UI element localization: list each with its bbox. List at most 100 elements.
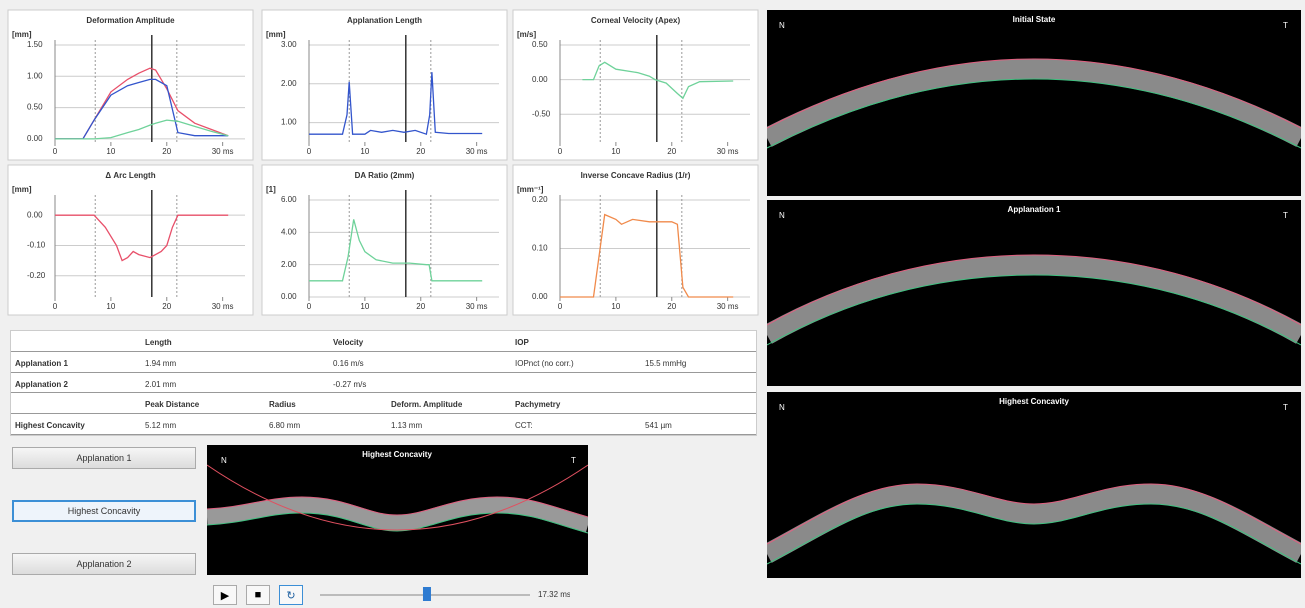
- row-line: [11, 351, 756, 352]
- table-cell: 2.01 mm: [145, 380, 176, 389]
- y-tick-label: 0.10: [532, 244, 548, 253]
- y-tick-label: 0.00: [27, 134, 43, 143]
- scan-panel: Highest Concavity N T: [767, 392, 1301, 578]
- table-cell: Deform. Amplitude: [391, 400, 462, 409]
- table-cell: CCT:: [515, 421, 533, 430]
- label: N: [779, 21, 785, 30]
- chart-title: Corneal Velocity (Apex): [591, 16, 681, 25]
- table-cell: IOP: [515, 338, 529, 347]
- button[interactable]: Applanation 2: [12, 553, 196, 575]
- chart-title: DA Ratio (2mm): [355, 171, 415, 180]
- table-cell: 541 µm: [645, 421, 672, 430]
- y-tick-label: 1.00: [281, 118, 297, 127]
- axis-unit: [mm]: [12, 30, 32, 39]
- table-cell: Applanation 1: [15, 359, 68, 368]
- y-tick-label: 4.00: [281, 227, 297, 236]
- y-tick-label: 2.00: [281, 79, 297, 88]
- table-cell: Applanation 2: [15, 380, 68, 389]
- chart-panel: [513, 10, 758, 160]
- axis-unit: [mm]: [12, 185, 32, 194]
- x-tick-label: 20: [162, 302, 171, 311]
- x-tick-label: 10: [106, 302, 115, 311]
- y-tick-label: 0.50: [27, 103, 43, 112]
- x-tick-label: 10: [611, 147, 620, 156]
- scan-images: Initial StateNTApplanation 1NTHighest Co…: [767, 10, 1301, 580]
- table-cell: Highest Concavity: [15, 421, 85, 430]
- y-tick-label: 2.00: [281, 260, 297, 269]
- x-tick-label: 20: [162, 147, 171, 156]
- table-cell: Pachymetry: [515, 400, 560, 409]
- chart-panel: [262, 165, 507, 315]
- row-line: [11, 413, 756, 414]
- image-title: Initial State: [1013, 15, 1056, 24]
- x-tick-label: 20: [416, 147, 425, 156]
- label: T: [571, 456, 576, 465]
- x-tick-label: 0: [53, 147, 58, 156]
- y-tick-label: 0.00: [27, 210, 43, 219]
- y-tick-label: 1.50: [27, 40, 43, 49]
- results-table: LengthVelocityIOPApplanation 11.94 mm0.1…: [10, 330, 757, 436]
- app: Deformation Amplitude [mm] 0.00 0.50 1.00 1.5…: [0, 0, 1305, 608]
- image-background: [767, 392, 1301, 578]
- row-line: [11, 434, 756, 435]
- table-cell: 5.12 mm: [145, 421, 176, 430]
- y-tick-label: 0.00: [281, 292, 297, 301]
- y-tick-label: -0.50: [532, 109, 551, 118]
- time-slider[interactable]: 17.32 ms: [320, 585, 570, 605]
- chart-area: Deformation Amplitude [mm] 0.00 0.50 1.00 1.5…: [0, 0, 762, 320]
- label: N: [779, 403, 785, 412]
- table-cell: 0.16 m/s: [333, 359, 364, 368]
- y-tick-label: 3.00: [281, 40, 297, 49]
- axis-unit: [mm⁻¹]: [517, 185, 544, 194]
- y-tick-label: 1.00: [27, 71, 43, 80]
- chart-title: Δ Arc Length: [105, 171, 155, 180]
- x-tick-label: 30 ms: [212, 302, 234, 311]
- image-title: Highest Concavity: [362, 450, 432, 459]
- y-tick-label: -0.20: [27, 271, 46, 280]
- table-cell: Length: [145, 338, 172, 347]
- x-tick-label: 30 ms: [466, 302, 488, 311]
- x-tick-label: 20: [416, 302, 425, 311]
- x-tick-label: 10: [360, 302, 369, 311]
- chart-panel: [513, 165, 758, 315]
- play-button[interactable]: ▶: [213, 585, 237, 605]
- label: N: [221, 456, 227, 465]
- table-cell: 1.94 mm: [145, 359, 176, 368]
- button[interactable]: Highest Concavity: [12, 500, 196, 522]
- x-tick-label: 20: [667, 302, 676, 311]
- axis-unit: [m/s]: [517, 30, 536, 39]
- y-tick-label: 6.00: [281, 195, 297, 204]
- button[interactable]: Applanation 1: [12, 447, 196, 469]
- x-tick-label: 0: [307, 147, 312, 156]
- x-tick-label: 0: [558, 147, 563, 156]
- label: T: [1283, 21, 1288, 30]
- loop-button[interactable]: ↻: [279, 585, 303, 605]
- x-tick-label: 0: [307, 302, 312, 311]
- row-line: [11, 392, 756, 393]
- x-tick-label: 10: [106, 147, 115, 156]
- table-cell: Radius: [269, 400, 296, 409]
- preview-image: Highest Concavity N T: [207, 445, 588, 575]
- x-tick-label: 30 ms: [717, 147, 739, 156]
- x-tick-label: 0: [558, 302, 563, 311]
- image-title: Applanation 1: [1008, 205, 1061, 214]
- label: T: [1283, 403, 1288, 412]
- y-tick-label: 0.50: [532, 40, 548, 49]
- time-label: 17.32 ms: [538, 590, 570, 599]
- y-tick-label: -0.10: [27, 241, 46, 250]
- chart-title: Applanation Length: [347, 16, 422, 25]
- y-tick-label: 0.00: [532, 292, 548, 301]
- x-tick-label: 10: [360, 147, 369, 156]
- table-cell: -0.27 m/s: [333, 380, 366, 389]
- x-tick-label: 30 ms: [212, 147, 234, 156]
- x-tick-label: 30 ms: [466, 147, 488, 156]
- x-tick-label: 20: [667, 147, 676, 156]
- y-tick-label: 0.20: [532, 195, 548, 204]
- slider-thumb[interactable]: [423, 587, 431, 601]
- axis-unit: [1]: [266, 185, 276, 194]
- image-title: Highest Concavity: [999, 397, 1069, 406]
- stop-button[interactable]: ■: [246, 585, 270, 605]
- table-cell: 1.13 mm: [391, 421, 422, 430]
- chart-title: Deformation Amplitude: [86, 16, 175, 25]
